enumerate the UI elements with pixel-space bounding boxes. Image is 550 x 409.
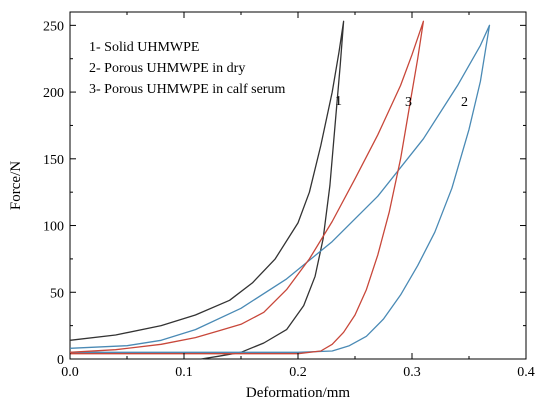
x-tick-label: 0.4 (517, 365, 535, 380)
x-tick-label: 0.3 (403, 365, 421, 380)
y-tick-label: 0 (57, 353, 64, 368)
x-tick-label: 0.1 (175, 365, 193, 380)
curve-label-1: 1 (335, 94, 342, 109)
series-curve-1 (69, 20, 345, 360)
legend-entry-1: 1- Solid UHMWPE (89, 40, 199, 55)
legend-entry-2: 2- Porous UHMWPE in dry (89, 61, 245, 76)
x-tick-label: 0.0 (61, 365, 79, 380)
curve-label-2: 2 (461, 95, 468, 110)
curve-label-3: 3 (405, 95, 412, 110)
series-curve-3 (69, 20, 425, 355)
y-tick-label: 100 (43, 220, 64, 235)
y-tick-label: 150 (43, 153, 64, 168)
series-curve-2 (69, 24, 491, 353)
y-tick-label: 250 (43, 19, 64, 34)
legend: 1- Solid UHMWPE 2- Porous UHMWPE in dry … (89, 40, 285, 97)
y-tick-label: 200 (43, 86, 64, 101)
x-tick-label: 0.2 (289, 365, 307, 380)
legend-entry-3: 3- Porous UHMWPE in calf serum (89, 82, 285, 97)
x-axis-label: Deformation/mm (246, 385, 350, 401)
y-axis-label: Force/N (8, 161, 24, 210)
y-tick-label: 50 (50, 286, 64, 301)
